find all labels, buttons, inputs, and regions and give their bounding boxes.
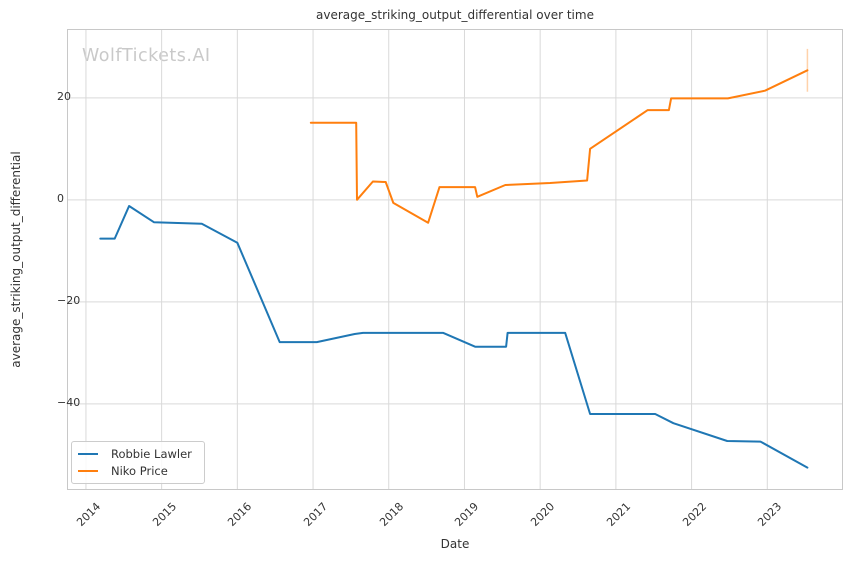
y-tick-label: −20 xyxy=(57,293,81,307)
legend-line-swatch-blue xyxy=(78,453,98,456)
y-tick-label: 20 xyxy=(57,89,71,103)
x-tick-label: 2017 xyxy=(301,500,331,529)
x-tick-label: 2019 xyxy=(452,500,482,529)
x-tick-label: 2015 xyxy=(149,500,179,529)
legend-line-swatch-orange xyxy=(78,469,98,472)
legend-item-robbie-lawler: Robbie Lawler xyxy=(78,448,204,461)
x-tick-label: 2022 xyxy=(679,500,709,529)
legend-label: Robbie Lawler xyxy=(111,446,192,461)
y-tick-label: 0 xyxy=(57,191,64,205)
x-tick-label: 2020 xyxy=(528,500,558,529)
y-axis-label: average_striking_output_differential xyxy=(9,151,23,368)
legend-item-niko-price: Niko Price xyxy=(78,463,204,478)
chart-title: average_striking_output_differential ove… xyxy=(316,8,594,22)
watermark: WolfTickets.AI xyxy=(82,46,211,66)
x-tick-label: 2018 xyxy=(376,500,406,529)
x-tick-label: 2023 xyxy=(755,500,785,529)
x-tick-label: 2014 xyxy=(74,500,104,529)
x-tick-label: 2016 xyxy=(225,500,255,529)
x-axis-label: Date xyxy=(440,537,470,551)
y-tick-label: −40 xyxy=(57,395,81,409)
legend: Robbie Lawler Niko Price xyxy=(71,441,205,484)
plot-area xyxy=(67,29,843,490)
x-tick-label: 2021 xyxy=(604,500,634,529)
legend-label: Niko Price xyxy=(111,463,168,478)
